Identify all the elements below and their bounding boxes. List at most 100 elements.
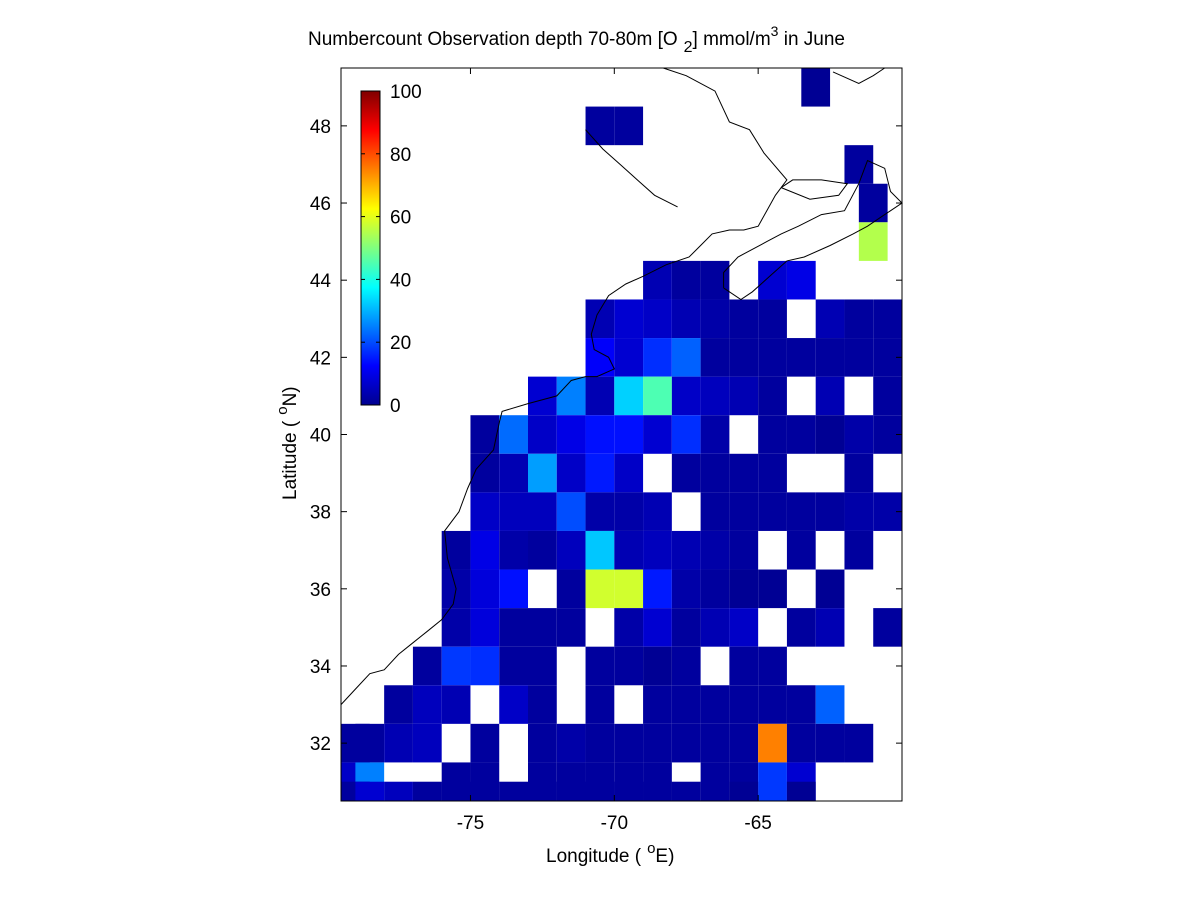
coastline-path	[340, 67, 788, 705]
heatmap-cell	[412, 646, 442, 686]
heatmap-cell	[873, 608, 902, 647]
y-tick-label: 38	[310, 503, 331, 524]
colorbar-tick-label: 80	[390, 145, 411, 166]
heatmap-cell	[556, 723, 586, 763]
y-tick-label: 32	[310, 734, 331, 755]
heatmap-cell	[815, 338, 845, 377]
x-axis-label-text: Longitude (	[546, 846, 642, 867]
x-tick-label: -65	[744, 813, 771, 834]
heatmap-cell	[671, 260, 701, 300]
heatmap-cell	[556, 376, 586, 416]
heatmap-cell	[614, 569, 644, 609]
coastline-path	[723, 159, 903, 301]
heatmap-cell	[614, 646, 644, 686]
heatmap-cell	[815, 685, 845, 724]
heatmap-cell	[873, 299, 902, 339]
heatmap-cell	[412, 685, 442, 724]
y-tick-label: 34	[310, 657, 332, 678]
heatmap-cell	[643, 781, 672, 801]
heatmap-cell	[729, 685, 759, 724]
heatmap-cell	[700, 530, 730, 570]
heatmap-cell	[470, 415, 500, 454]
heatmap-cell	[528, 781, 557, 801]
coastline-path	[832, 67, 885, 84]
heatmap-cell	[556, 569, 586, 609]
heatmap-cell	[499, 530, 528, 570]
heatmap-cell	[758, 260, 787, 300]
x-tick-label: -75	[457, 813, 484, 834]
heatmap-cell	[585, 530, 615, 570]
heatmap-cell	[729, 338, 759, 377]
heatmap-cell	[499, 608, 528, 647]
y-tick-label: 36	[310, 580, 331, 601]
heatmap-cell	[585, 492, 615, 531]
x-axis-label: Longitude (oE)	[546, 840, 674, 867]
heatmap-cell	[585, 569, 615, 609]
heatmap-cell	[614, 608, 644, 647]
heatmap-cell	[499, 492, 528, 531]
heatmap-cell	[499, 415, 528, 454]
heatmap-cell	[700, 608, 730, 647]
y-tick-label: 44	[310, 271, 332, 292]
heatmap-cell	[700, 299, 730, 339]
heatmap-cell	[643, 415, 672, 454]
heatmap-cell	[643, 260, 672, 300]
y-axis-label-text: Latitude (	[280, 420, 301, 500]
heatmap-cell	[671, 376, 701, 416]
heatmap-cell	[700, 260, 730, 300]
heatmap-cell	[614, 453, 644, 493]
heatmap-cell	[815, 569, 845, 609]
heatmap-cell	[614, 492, 644, 531]
heatmap-cell	[643, 530, 672, 570]
heatmap-cell	[671, 608, 701, 647]
heatmap-cell	[528, 453, 557, 493]
heatmap-cell	[700, 453, 730, 493]
heatmap-cell	[441, 646, 471, 686]
colorbar-tick-label: 40	[390, 270, 411, 291]
heatmap-cell	[786, 338, 816, 377]
y-tick-label: 42	[310, 348, 331, 369]
heatmap-cell	[758, 762, 787, 801]
heatmap-cell	[700, 415, 730, 454]
colorbar: 0 20 40 60 80 100	[360, 82, 422, 417]
colorbar-tick-label: 20	[390, 333, 411, 354]
heatmap-cell	[614, 415, 644, 454]
heatmap-cell	[528, 376, 557, 416]
heatmap-cell	[643, 569, 672, 609]
heatmap-cell	[556, 530, 586, 570]
heatmap-cell	[470, 723, 500, 763]
heatmap-cell	[815, 415, 845, 454]
heatmap-cell	[815, 723, 845, 763]
svg-text:Numbercount Observation depth: Numbercount Observation depth 70-80m [O 2…	[308, 23, 845, 56]
heatmap-cell	[499, 685, 528, 724]
heatmap-cell	[441, 781, 471, 801]
heatmap-cell	[700, 723, 730, 763]
heatmap-cell	[815, 608, 845, 647]
heatmap-cells	[341, 68, 902, 801]
chart-title-prefix: Numbercount Observation depth 70-80m [O	[308, 29, 678, 50]
heatmap-cell	[441, 685, 471, 724]
heatmap-cell	[470, 492, 500, 531]
svg-text:Latitude (oN): Latitude (oN)	[274, 386, 301, 500]
heatmap-cell	[355, 781, 385, 801]
heatmap-cell	[384, 685, 413, 724]
heatmap-cell	[729, 781, 759, 801]
heatmap-cell	[758, 646, 787, 686]
heatmap-cell	[729, 608, 759, 647]
colorbar-tick-label: 60	[390, 208, 411, 229]
heatmap-cell	[528, 415, 557, 454]
heatmap-cell	[614, 376, 644, 416]
y-axis-degree: o	[274, 406, 291, 414]
heatmap-cell	[556, 608, 586, 647]
heatmap-cell	[643, 492, 672, 531]
heatmap-cell	[528, 608, 557, 647]
coastline	[340, 67, 903, 705]
heatmap-cell	[412, 723, 442, 763]
heatmap-cell	[643, 376, 672, 416]
heatmap-cell	[758, 685, 787, 724]
chart-title-suffix: in June	[778, 29, 845, 50]
heatmap-cell	[499, 453, 528, 493]
heatmap-cell	[873, 376, 902, 416]
heatmap-cell	[786, 530, 816, 570]
heatmap-cell	[844, 338, 874, 377]
